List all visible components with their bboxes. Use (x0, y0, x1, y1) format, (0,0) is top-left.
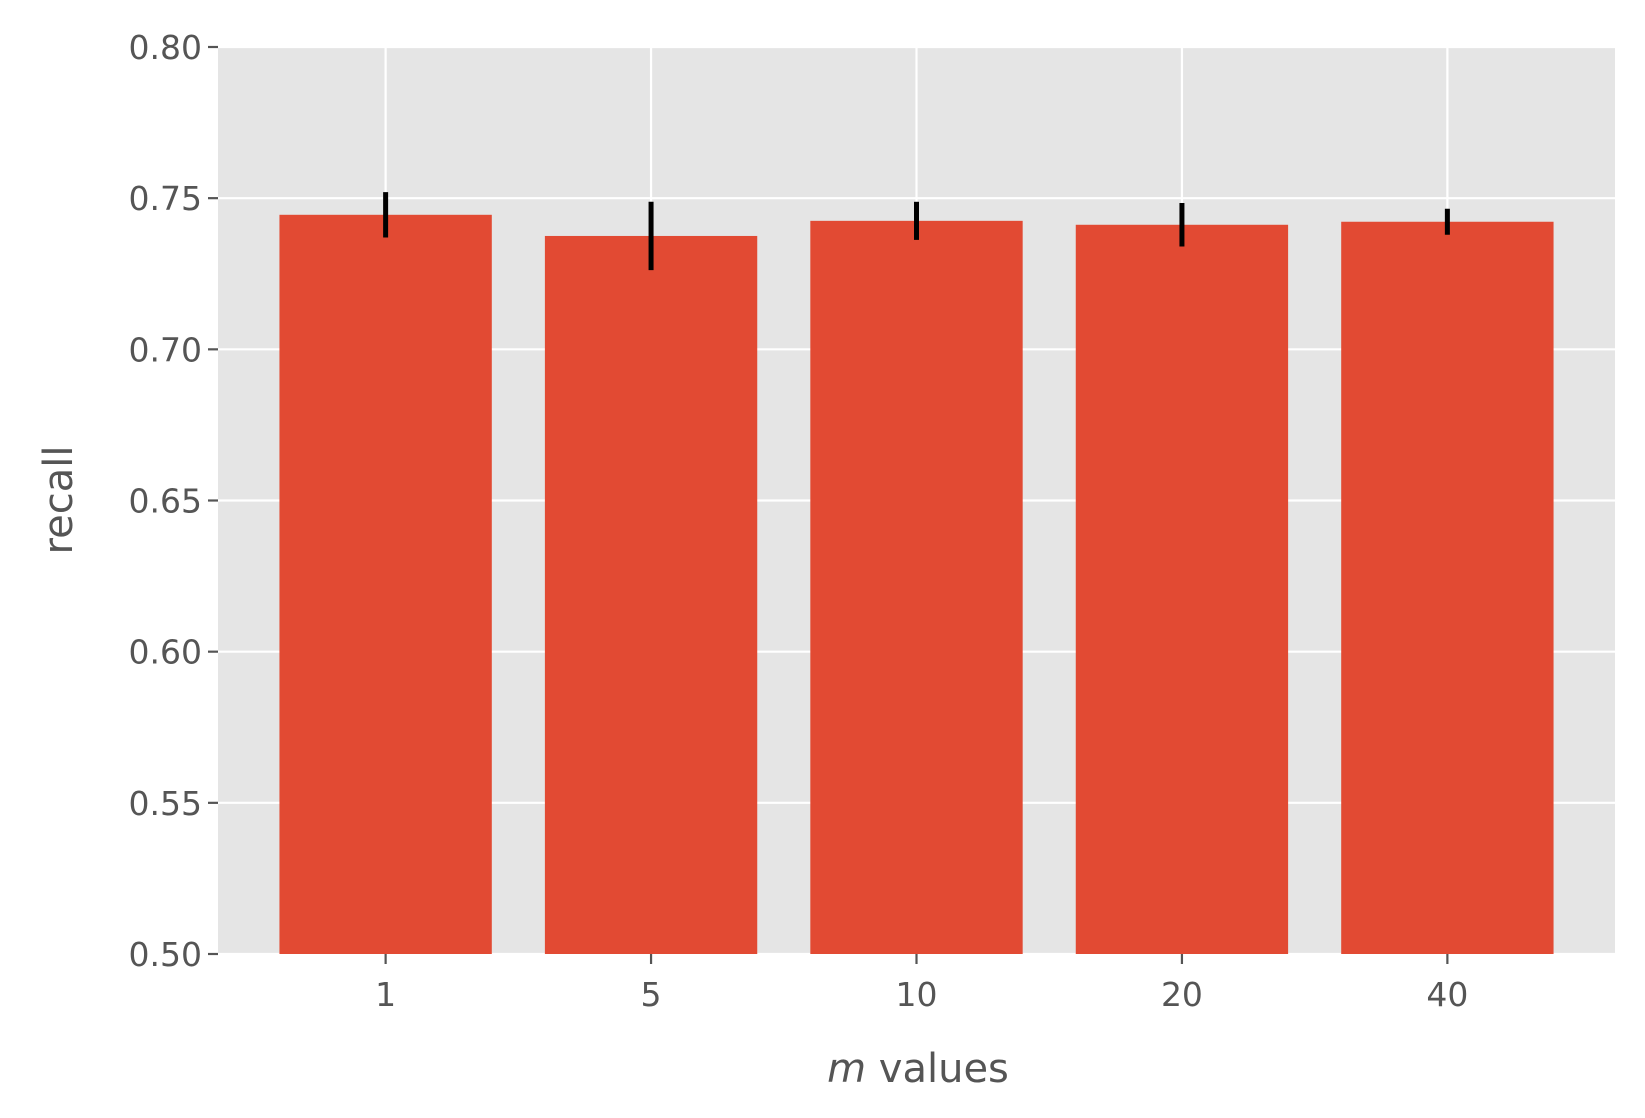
x-tick-label-40: 40 (1426, 975, 1468, 1014)
y-tick-label: 0.50 (129, 935, 202, 974)
bar-40 (1341, 221, 1554, 955)
x-tick-label-10: 10 (896, 975, 938, 1014)
y-tick-label: 0.60 (129, 633, 202, 672)
x-axis-label: m values (827, 1046, 1009, 1092)
bar-5 (544, 235, 758, 955)
y-tick-label: 0.75 (129, 179, 202, 218)
y-axis: 0.50 0.55 0.60 0.65 0.70 0.75 0.80 (129, 28, 218, 974)
y-tick-label: 0.65 (129, 482, 202, 521)
error-bars (383, 192, 1450, 271)
y-axis-label: recall (36, 446, 82, 555)
bar-10 (810, 220, 1023, 954)
x-axis-label-text: values (866, 1046, 1009, 1092)
bar-1 (279, 214, 492, 955)
bar-20 (1075, 224, 1289, 955)
y-tick-label: 0.55 (129, 784, 202, 823)
x-tick-label-20: 20 (1161, 975, 1203, 1014)
x-axis: 1 5 10 20 40 (375, 954, 1468, 1014)
y-tick-label: 0.80 (129, 28, 202, 67)
x-tick-label-5: 5 (641, 975, 662, 1014)
x-tick-label-1: 1 (375, 975, 396, 1014)
y-tick-label: 0.70 (129, 330, 202, 369)
bars (279, 214, 1554, 955)
x-axis-label-variable: m (827, 1046, 866, 1092)
